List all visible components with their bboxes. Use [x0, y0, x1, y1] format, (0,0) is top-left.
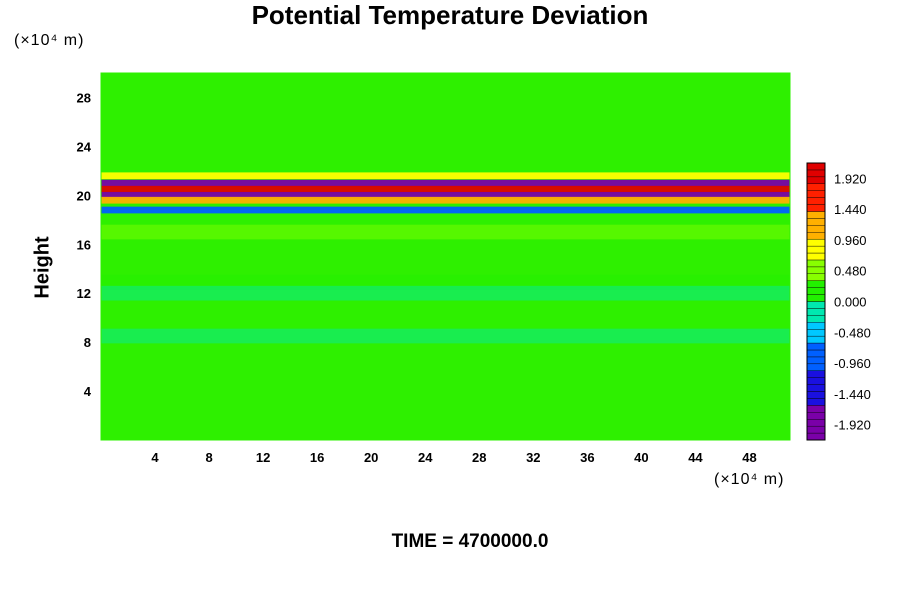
colorbar-tick-label: 1.440	[834, 202, 867, 217]
colorbar-segment	[806, 169, 826, 178]
heatmap-band	[101, 191, 790, 199]
y-axis-ticks: 4 8 12 16 20 24 28	[77, 90, 92, 399]
colorbar: 1.920 1.440 0.960 0.480 0.000 -0.480 -0.960 -1.…	[806, 162, 871, 441]
heatmap-band	[101, 274, 790, 290]
colorbar-segment	[806, 322, 826, 330]
y-tick-label: 12	[77, 286, 91, 301]
y-tick-label: 20	[77, 188, 91, 203]
colorbar-tick-label: 0.480	[834, 264, 867, 279]
colorbar-segment	[806, 190, 826, 198]
colorbar-segment	[806, 162, 826, 171]
colorbar-tick-label: -0.480	[834, 325, 871, 340]
colorbar-segment	[806, 432, 826, 441]
y-tick-label: 8	[84, 335, 91, 350]
x-axis-ticks: 4 8 12 16 20 24 28 32 36 40 44 48	[151, 450, 756, 465]
colorbar-segment	[806, 405, 826, 413]
x-tick-label: 40	[634, 450, 648, 465]
heatmap-band	[101, 172, 790, 180]
colorbar-segment	[806, 225, 826, 233]
colorbar-segment	[806, 211, 826, 219]
y-tick-label: 4	[84, 384, 92, 399]
x-tick-label: 20	[364, 450, 378, 465]
colorbar-segment	[806, 391, 826, 399]
y-tick-label: 28	[77, 90, 91, 105]
colorbar-segment	[806, 245, 826, 254]
colorbar-segment	[806, 425, 826, 434]
heatmap-band	[101, 224, 790, 240]
colorbar-tick-label: 0.960	[834, 233, 867, 248]
colorbar-segment	[806, 419, 826, 427]
heatmap-band	[101, 285, 790, 301]
colorbar-frame	[806, 162, 826, 441]
colorbar-segment	[806, 308, 826, 316]
colorbar-segment	[806, 204, 826, 212]
x-tick-label: 44	[688, 450, 703, 465]
x-tick-label: 48	[742, 450, 756, 465]
colorbar-tick-label: -1.920	[834, 418, 871, 433]
time-label: TIME = 4700000.0	[391, 531, 549, 552]
colorbar-segment	[806, 280, 826, 288]
colorbar-segment	[806, 301, 826, 309]
x-tick-label: 4	[151, 450, 159, 465]
heatmap-band	[101, 328, 790, 344]
x-tick-label: 12	[256, 450, 270, 465]
colorbar-segment	[806, 377, 826, 385]
colorbar-segment	[806, 363, 826, 371]
colorbar-segment	[806, 370, 826, 378]
colorbar-segment	[806, 412, 826, 420]
colorbar-segment	[806, 398, 826, 406]
colorbar-tick-label: -1.440	[834, 387, 871, 402]
colorbar-segment	[806, 329, 826, 337]
x-tick-label: 36	[580, 450, 594, 465]
x-axis-unit: (×10⁴ m)	[714, 471, 785, 488]
x-tick-label: 8	[205, 450, 212, 465]
colorbar-segment	[806, 183, 826, 191]
colorbar-segment	[806, 252, 826, 261]
colorbar-tick-label: 1.920	[834, 171, 867, 186]
colorbar-segment	[806, 384, 826, 392]
y-tick-label: 16	[77, 237, 91, 252]
heatmap-field	[100, 72, 791, 441]
colorbar-segment	[806, 197, 826, 205]
heatmap-background	[101, 73, 790, 440]
colorbar-tick-label: -0.960	[834, 356, 871, 371]
plot-frame	[100, 72, 791, 441]
x-tick-label: 24	[418, 450, 433, 465]
colorbar-segment	[806, 273, 826, 281]
heatmap-band	[101, 185, 790, 193]
chart-title: Potential Temperature Deviation	[251, 0, 649, 30]
y-axis-unit: (×10⁴ m)	[14, 32, 85, 49]
heatmap-band	[101, 179, 790, 187]
y-tick-label: 24	[77, 139, 92, 154]
colorbar-segment	[806, 259, 826, 268]
colorbar-segment	[806, 294, 826, 302]
colorbar-segment	[806, 176, 826, 184]
colorbar-segment	[806, 266, 826, 275]
colorbar-segment	[806, 356, 826, 365]
colorbar-segment	[806, 315, 826, 323]
colorbar-segment	[806, 335, 826, 344]
heatmap-band	[101, 196, 790, 204]
colorbar-segment	[806, 232, 826, 240]
x-tick-label: 16	[310, 450, 324, 465]
colorbar-tick-label: 0.000	[834, 295, 867, 310]
x-tick-label: 28	[472, 450, 486, 465]
colorbar-segment	[806, 218, 826, 226]
colorbar-segment	[806, 349, 826, 358]
x-tick-label: 32	[526, 450, 540, 465]
colorbar-segment	[806, 287, 826, 295]
colorbar-segment	[806, 238, 826, 247]
heatmap-band	[101, 206, 790, 214]
colorbar-segment	[806, 342, 826, 351]
